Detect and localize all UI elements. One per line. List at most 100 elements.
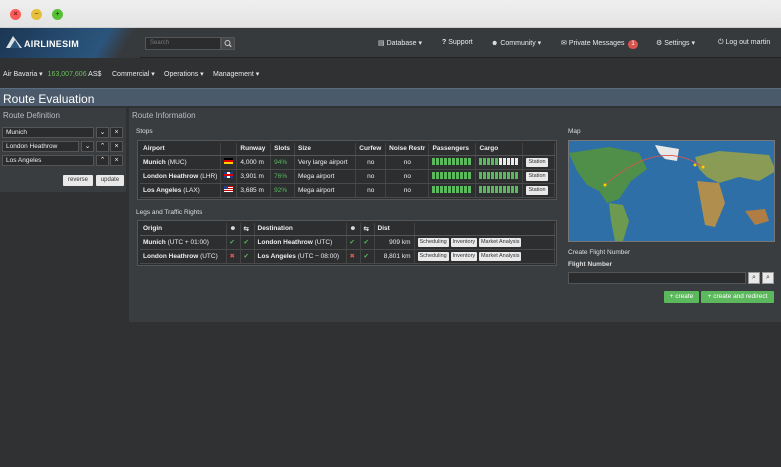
bar-segment [452,171,456,179]
remove-icon[interactable]: × [110,155,123,166]
stop-airport[interactable]: Munich (MUC) [140,155,222,170]
bar-segment [487,171,491,179]
market-analysis-button[interactable]: Market Analysis [478,237,522,247]
leg-origin[interactable]: Munich (UTC + 01:00) [140,235,227,250]
leg-origin-name: London Heathrow [143,252,199,260]
nav-community[interactable]: ☻ Community ▾ [491,39,541,47]
inventory-button[interactable]: Inventory [450,237,478,247]
remove-icon[interactable]: × [110,127,123,138]
cross-icon: ✖ [226,249,241,264]
bar-segment [491,185,495,193]
create-and-redirect-button[interactable]: + create and redirect [701,291,774,303]
stop-airport[interactable]: London Heathrow (LHR) [140,169,222,184]
stop-size: Mega airport [294,183,357,198]
stop-airport[interactable]: Los Angeles (LAX) [140,183,222,198]
stop-airport-name: London Heathrow [143,172,199,180]
col-origin: Origin [140,223,227,236]
station-button[interactable]: Station [526,185,548,195]
leg-destination[interactable]: London Heathrow (UTC) [254,235,347,250]
route-airport-name[interactable]: Los Angeles [2,155,94,166]
bar-segment [468,171,472,179]
stop-airport-code: (LAX) [183,186,200,194]
gear-icon: ⚙ [656,40,663,47]
airline-selector[interactable]: Air Bavaria ▾ 163,007,606 AS$ [3,70,101,78]
top-navigation: AIRLINESIM Search ▤ Database ▾ ? Support… [0,28,781,58]
scheduling-button[interactable]: Scheduling [417,237,449,247]
move-up-icon[interactable]: ⌃ [96,155,109,166]
nav-logout[interactable]: ⏻ Log out martin [718,39,770,47]
search-icon[interactable]: ⌕ [748,272,760,284]
stop-row: Munich (MUC) 4,000 m 94% Very large airp… [140,155,555,170]
stop-airport-code: (MUC) [167,158,187,166]
move-down-icon[interactable]: ⌄ [81,141,94,152]
remove-icon[interactable]: × [110,141,123,152]
stop-curfew: no [355,169,387,184]
col-airport: Airport [140,143,222,156]
bar-segment [495,157,499,165]
stop-noise: no [385,183,430,198]
bar-segment [436,185,440,193]
sub-navigation: Air Bavaria ▾ 163,007,606 AS$ Commercial… [0,58,781,88]
col-dest-rights-icon: ☻ [346,223,361,236]
search-input[interactable]: Search [145,37,221,50]
bar-segment [464,171,468,179]
col-origin-rights-icon: ☻ [226,223,241,236]
menu-commercial[interactable]: Commercial ▾ [112,71,155,78]
station-button[interactable]: Station [526,171,548,181]
nav-support-label: Support [448,39,473,46]
check-icon: ✔ [240,235,255,250]
logo[interactable]: AIRLINESIM [0,28,140,58]
scheduling-button[interactable]: Scheduling [417,251,449,261]
check-icon: ✔ [226,235,241,250]
route-airport-name[interactable]: Munich [2,127,94,138]
bar-segment [495,171,499,179]
search-button[interactable] [221,37,235,50]
nav-private-messages[interactable]: ✉ Private Messages 1 [561,39,638,49]
move-up-icon[interactable]: ⌃ [96,141,109,152]
leg-actions: Scheduling Inventory Market Analysis [414,235,555,250]
minimize-window-icon[interactable]: − [31,9,42,20]
check-icon: ✔ [346,235,361,250]
update-button[interactable]: update [96,175,124,186]
bar-segment [452,185,456,193]
maximize-window-icon[interactable]: + [52,9,63,20]
nav-database[interactable]: ▤ Database ▾ [378,39,422,47]
close-window-icon[interactable]: × [10,9,21,20]
market-analysis-button[interactable]: Market Analysis [478,251,522,261]
search-icon[interactable]: ⌕ [762,272,774,284]
map-title: Map [568,128,581,135]
route-map[interactable] [568,140,775,242]
bar-segment [479,171,483,179]
reverse-button[interactable]: reverse [63,175,93,186]
inventory-button[interactable]: Inventory [450,251,478,261]
create-button[interactable]: + create [664,291,699,303]
bar-segment [456,157,460,165]
bar-segment [448,185,452,193]
nav-support[interactable]: ? Support [442,39,473,46]
col-curfew: Curfew [355,143,387,156]
menu-management[interactable]: Management ▾ [213,71,260,78]
stop-row: Los Angeles (LAX) 3,685 m 92% Mega airpo… [140,183,555,198]
leg-origin[interactable]: London Heathrow (UTC) [140,249,227,264]
bar-segment [436,171,440,179]
stop-size: Mega airport [294,169,357,184]
bar-segment [511,171,515,179]
col-leg-actions [414,223,555,236]
bar-segment [432,157,436,165]
flight-number-input[interactable] [568,272,746,284]
flight-number-label: Flight Number [568,261,613,268]
leg-destination[interactable]: Los Angeles (UTC − 08:00) [254,249,347,264]
move-down-icon[interactable]: ⌄ [96,127,109,138]
menu-operations[interactable]: Operations ▾ [164,71,204,78]
route-airport-name[interactable]: London Heathrow [2,141,79,152]
station-button[interactable]: Station [526,157,548,167]
messages-count-badge: 1 [628,40,638,49]
bar-segment [483,157,487,165]
cross-icon: ✖ [346,249,361,264]
bar-segment [515,171,519,179]
nav-community-label: Community ▾ [500,40,542,47]
stop-action: Station [522,183,555,198]
bar-segment [440,157,444,165]
nav-settings[interactable]: ⚙ Settings ▾ [656,39,695,47]
route-definition-title: Route Definition [0,108,126,122]
